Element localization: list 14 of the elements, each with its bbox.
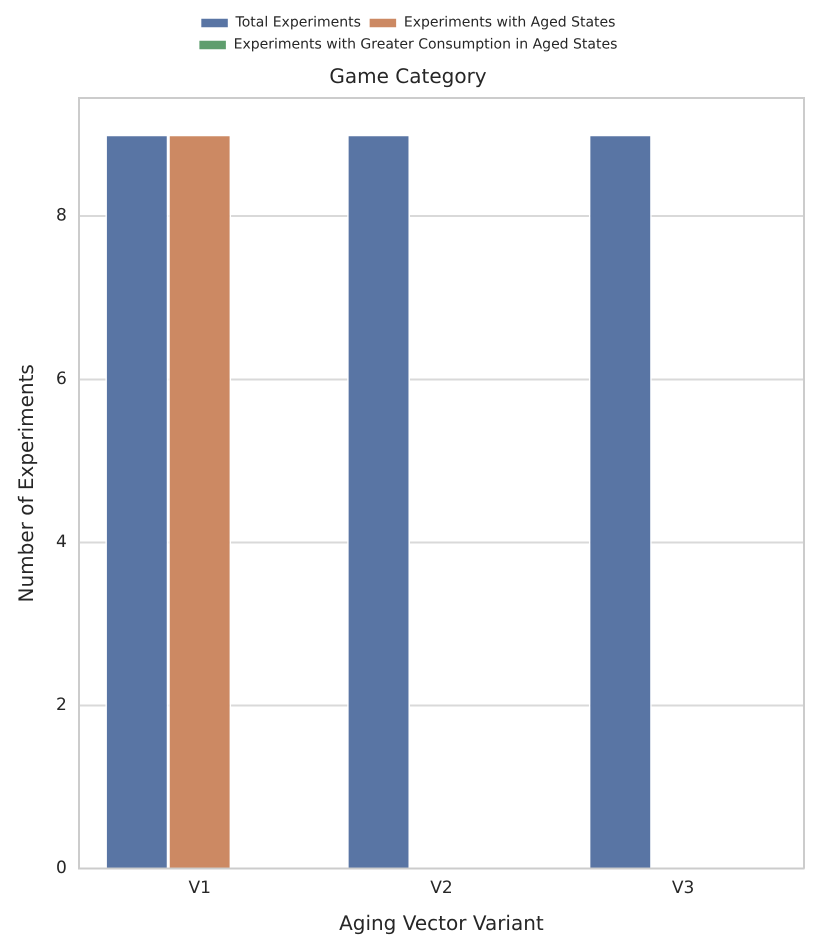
x-axis-title: Aging Vector Variant	[339, 911, 544, 936]
y-tick-label: 6	[56, 368, 67, 389]
y-tick-label: 0	[56, 858, 67, 878]
y-tick-label: 8	[56, 206, 67, 226]
chart-title: Game Category	[329, 64, 487, 88]
legend-label: Experiments with Aged States	[404, 14, 616, 31]
x-tick-label: V2	[430, 878, 453, 898]
x-tick-label: V3	[672, 878, 694, 898]
legend-label: Total Experiments	[234, 14, 361, 31]
x-tick-label: V1	[188, 878, 211, 898]
legend-label: Experiments with Greater Consumption in Aged States	[234, 36, 618, 53]
y-tick-label: 2	[56, 694, 67, 715]
y-tick-label: 4	[56, 532, 67, 552]
y-axis-title: Number of Experiments	[14, 364, 38, 602]
